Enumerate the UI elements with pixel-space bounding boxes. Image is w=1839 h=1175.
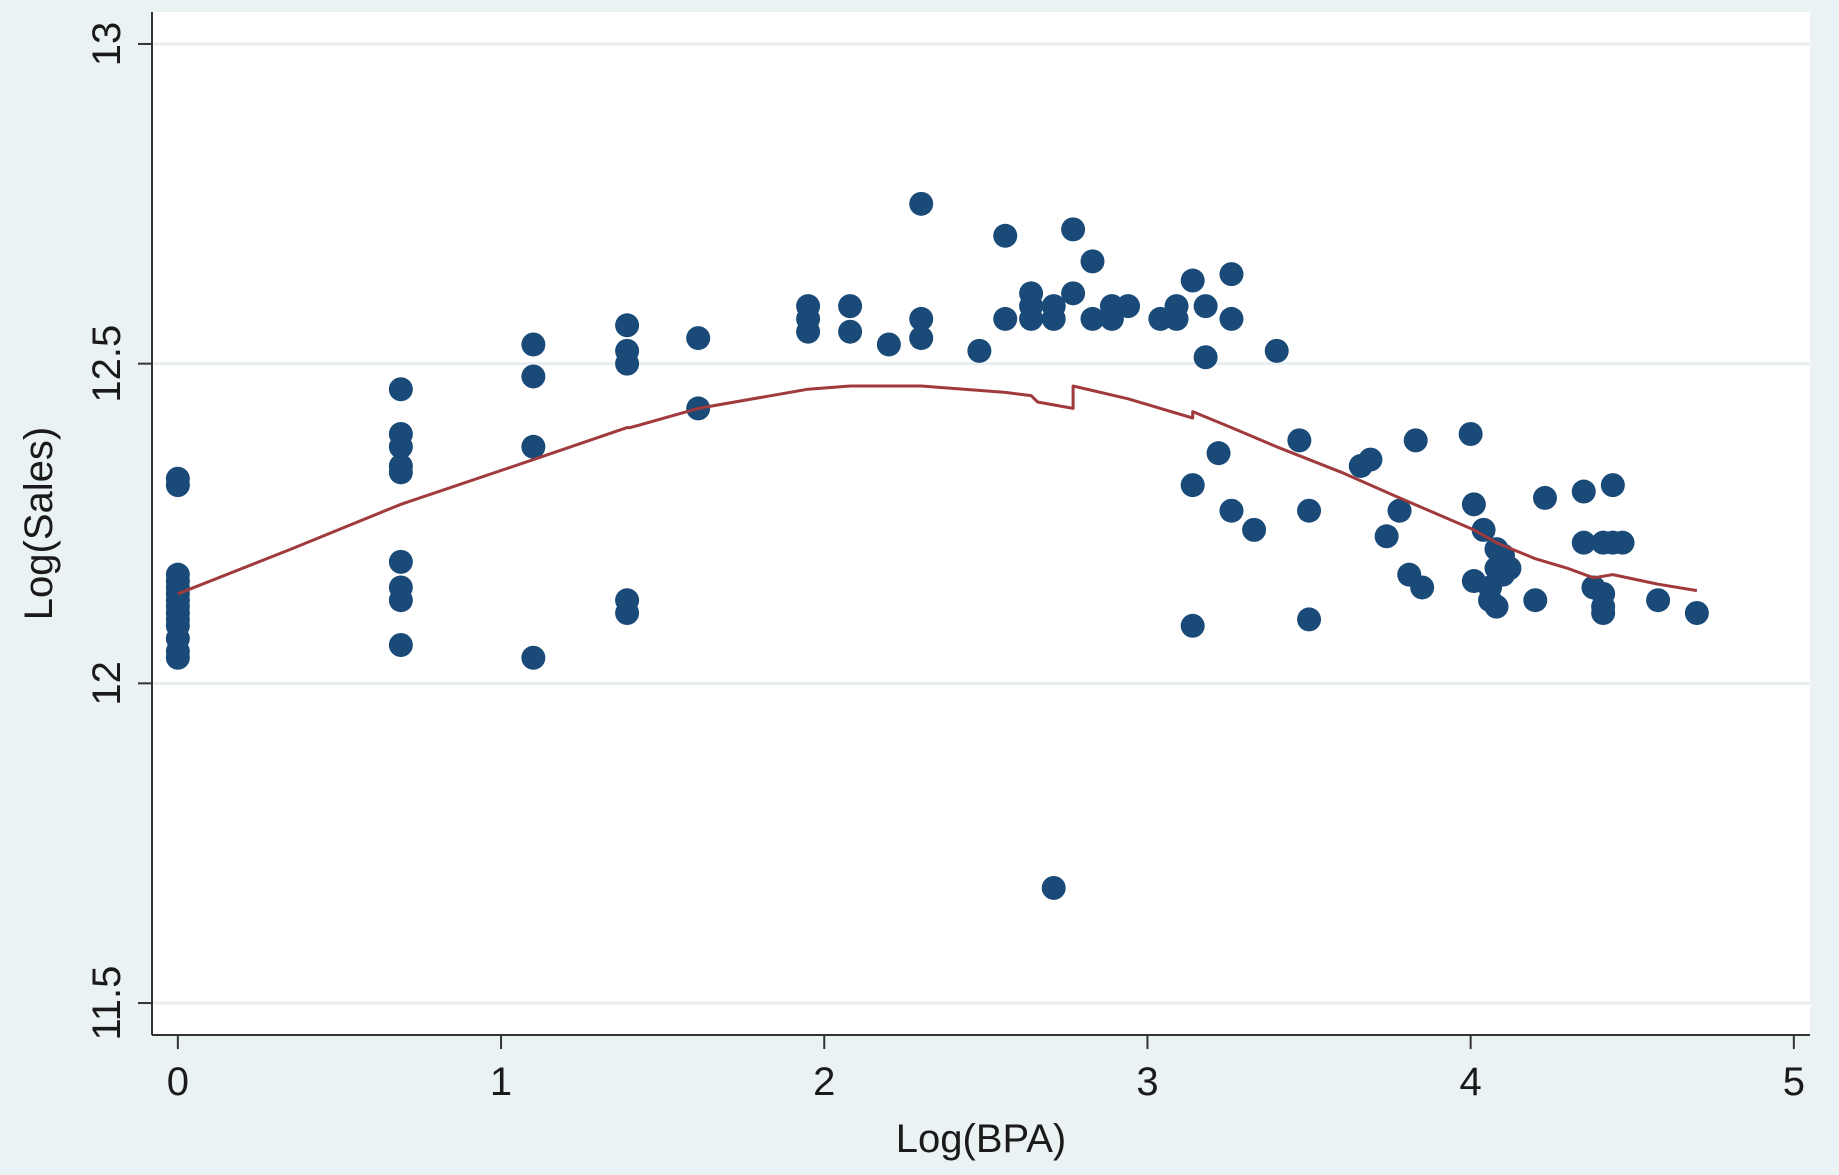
x-tick-label-1: 1 — [490, 1060, 512, 1104]
scatter-point-64 — [1180, 613, 1205, 638]
scatter-point-75 — [1297, 607, 1322, 632]
scatter-point-108 — [1684, 601, 1709, 626]
scatter-point-48 — [1019, 306, 1044, 331]
scatter-point-91 — [1484, 594, 1509, 619]
scatter-point-54 — [1080, 249, 1105, 274]
x-tick-label-5: 5 — [1783, 1060, 1805, 1104]
scatter-point-74 — [1297, 498, 1322, 523]
scatter-point-57 — [1099, 306, 1124, 331]
fit-line-1 — [177, 384, 1698, 596]
scatter-point-104 — [1600, 473, 1625, 498]
scatter-point-73 — [1287, 428, 1312, 453]
scatter-point-72 — [1264, 338, 1289, 363]
scatter-point-69 — [1219, 306, 1244, 331]
scatter-point-42 — [909, 326, 934, 351]
scatter-point-55 — [1080, 306, 1105, 331]
scatter-point-95 — [1523, 588, 1548, 613]
scatter-point-81 — [1403, 428, 1428, 453]
x-axis-label: Log(BPA) — [896, 1117, 1066, 1161]
y-tick-label-2: 12.5 — [85, 325, 129, 403]
scatter-point-50 — [1041, 306, 1066, 331]
scatter-point-40 — [909, 191, 934, 216]
scatter-point-62 — [1180, 268, 1205, 293]
scatter-point-31 — [615, 601, 640, 626]
scatter-point-41 — [909, 306, 934, 331]
scatter-point-19 — [388, 549, 413, 574]
scatter-point-18 — [388, 460, 413, 485]
axes — [151, 12, 1810, 1036]
scatter-point-58 — [1116, 294, 1141, 319]
x-tick-label-2: 2 — [813, 1060, 835, 1104]
scatter-point-79 — [1387, 498, 1412, 523]
scatter-point-25 — [521, 434, 546, 459]
scatter-points — [165, 191, 1709, 900]
scatter-point-22 — [388, 632, 413, 657]
scatter-point-66 — [1193, 345, 1218, 370]
gridlines — [152, 42, 1810, 1005]
scatter-point-98 — [1571, 530, 1596, 555]
scatter-point-53 — [1061, 281, 1086, 306]
scatter-point-70 — [1219, 498, 1244, 523]
scatter-point-96 — [1532, 485, 1557, 510]
scatter-point-86 — [1471, 517, 1496, 542]
scatter-point-68 — [1219, 262, 1244, 287]
scatter-point-24 — [521, 364, 546, 389]
y-axis-ticks: 11.5 12 12.5 13 — [85, 22, 152, 1041]
x-tick-label-0: 0 — [167, 1060, 189, 1104]
scatter-point-23 — [521, 332, 546, 357]
scatter-point-26 — [521, 645, 546, 670]
x-tick-label-3: 3 — [1136, 1060, 1158, 1104]
scatter-point-61 — [1164, 306, 1189, 331]
scatter-point-32 — [686, 326, 711, 351]
y-tick-label-1: 12 — [85, 661, 129, 706]
scatter-point-106 — [1610, 530, 1635, 555]
scatter-point-38 — [838, 319, 863, 344]
scatter-point-37 — [838, 294, 863, 319]
y-tick-label-0: 11.5 — [85, 966, 129, 1041]
scatter-point-39 — [876, 332, 901, 357]
scatter-point-27 — [615, 313, 640, 338]
scatter-point-52 — [1061, 217, 1086, 242]
scatter-point-94 — [1497, 556, 1522, 581]
plot-area — [152, 12, 1810, 1035]
scatter-point-71 — [1242, 517, 1267, 542]
scatter-point-63 — [1180, 473, 1205, 498]
scatter-point-67 — [1206, 441, 1231, 466]
x-axis-ticks: 0 1 2 3 4 5 — [167, 1035, 1805, 1104]
x-tick-label-4: 4 — [1460, 1060, 1482, 1104]
scatter-point-43 — [967, 338, 992, 363]
scatter-point-78 — [1374, 524, 1399, 549]
scatter-point-21 — [388, 588, 413, 613]
scatter-point-14 — [388, 377, 413, 402]
y-tick-label-3: 13 — [85, 22, 129, 67]
scatter-point-44 — [993, 223, 1018, 248]
scatter-point-16 — [388, 434, 413, 459]
scatter-point-83 — [1458, 421, 1483, 446]
scatter-point-36 — [796, 319, 821, 344]
scatter-point-84 — [1461, 492, 1486, 517]
scatter-point-103 — [1591, 601, 1616, 626]
scatter-point-97 — [1571, 479, 1596, 504]
scatter-point-51 — [1041, 875, 1066, 900]
scatter-point-107 — [1646, 588, 1671, 613]
fit-lines — [177, 384, 1698, 596]
scatter-point-45 — [993, 306, 1018, 331]
y-axis-label: Log(Sales) — [17, 427, 61, 620]
scatter-point-65 — [1193, 294, 1218, 319]
scatter-point-77 — [1358, 447, 1383, 472]
scatter-point-29 — [615, 351, 640, 376]
scatter-point-82 — [1410, 575, 1435, 600]
scatter-point-13 — [165, 645, 190, 670]
scatter-point-1 — [165, 473, 190, 498]
